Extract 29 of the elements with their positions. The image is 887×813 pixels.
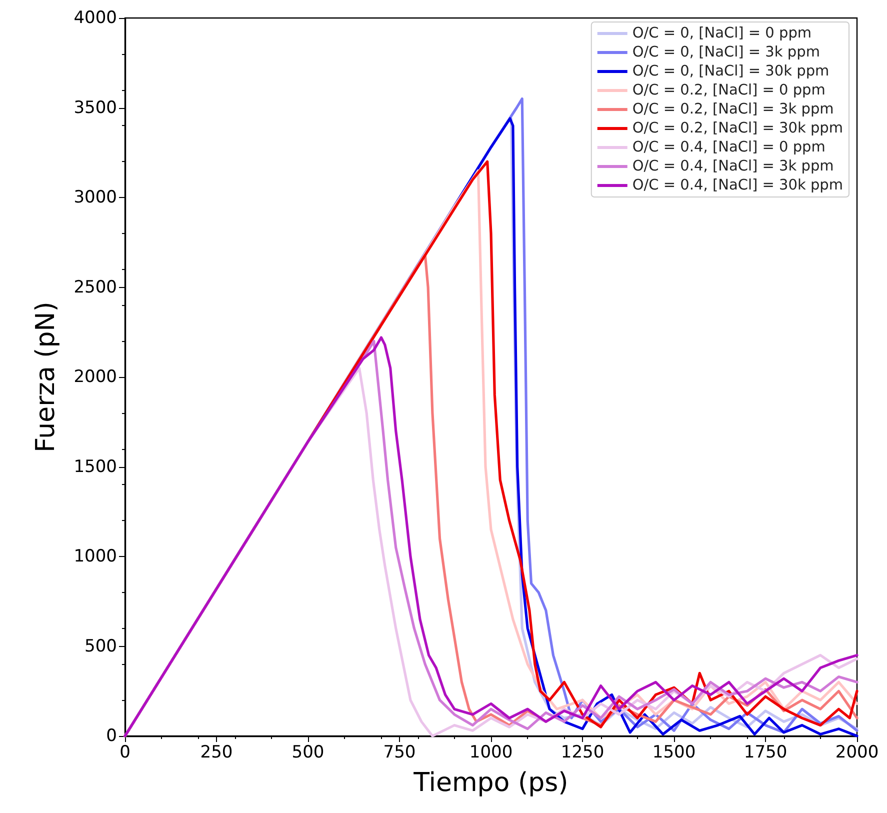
legend-label: O/C = 0.2, [NaCl] = 30k ppm: [632, 120, 844, 136]
x-tick-label: 1000: [469, 742, 513, 762]
x-tick-label: 1750: [744, 742, 788, 762]
legend-label: O/C = 0.4, [NaCl] = 3k ppm: [632, 158, 834, 174]
y-tick-label: 1500: [74, 456, 117, 477]
y-tick-label: 500: [84, 636, 117, 656]
y-tick-label: 2000: [74, 367, 117, 387]
legend-label: O/C = 0.4, [NaCl] = 0 ppm: [632, 140, 826, 156]
y-tick-label: 3000: [74, 188, 117, 208]
legend-label: O/C = 0, [NaCl] = 0 ppm: [632, 26, 812, 42]
x-axis-title: Tiempo (ps): [412, 768, 568, 798]
y-tick-label: 1000: [74, 546, 117, 566]
legend-label: O/C = 0.2, [NaCl] = 3k ppm: [632, 102, 834, 118]
legend-label: O/C = 0.4, [NaCl] = 30k ppm: [632, 178, 844, 194]
x-tick-label: 250: [200, 742, 233, 762]
legend-label: O/C = 0, [NaCl] = 30k ppm: [632, 64, 830, 80]
x-tick-label: 1250: [560, 742, 604, 762]
y-tick-label: 3500: [74, 98, 117, 118]
x-tick-label: 750: [383, 742, 416, 762]
y-tick-label: 2500: [74, 277, 117, 298]
x-tick-label: 500: [292, 742, 324, 762]
x-tick-label: 2000: [835, 742, 879, 762]
legend-label: O/C = 0.2, [NaCl] = 0 ppm: [632, 82, 826, 98]
x-tick-label: 0: [120, 742, 130, 762]
legend-label: O/C = 0, [NaCl] = 3k ppm: [632, 44, 820, 60]
y-tick-label: 4000: [74, 8, 117, 28]
y-axis-title: Fuerza (pN): [31, 302, 61, 452]
y-tick-label: 0: [106, 726, 117, 746]
x-tick-label: 1500: [652, 742, 696, 762]
